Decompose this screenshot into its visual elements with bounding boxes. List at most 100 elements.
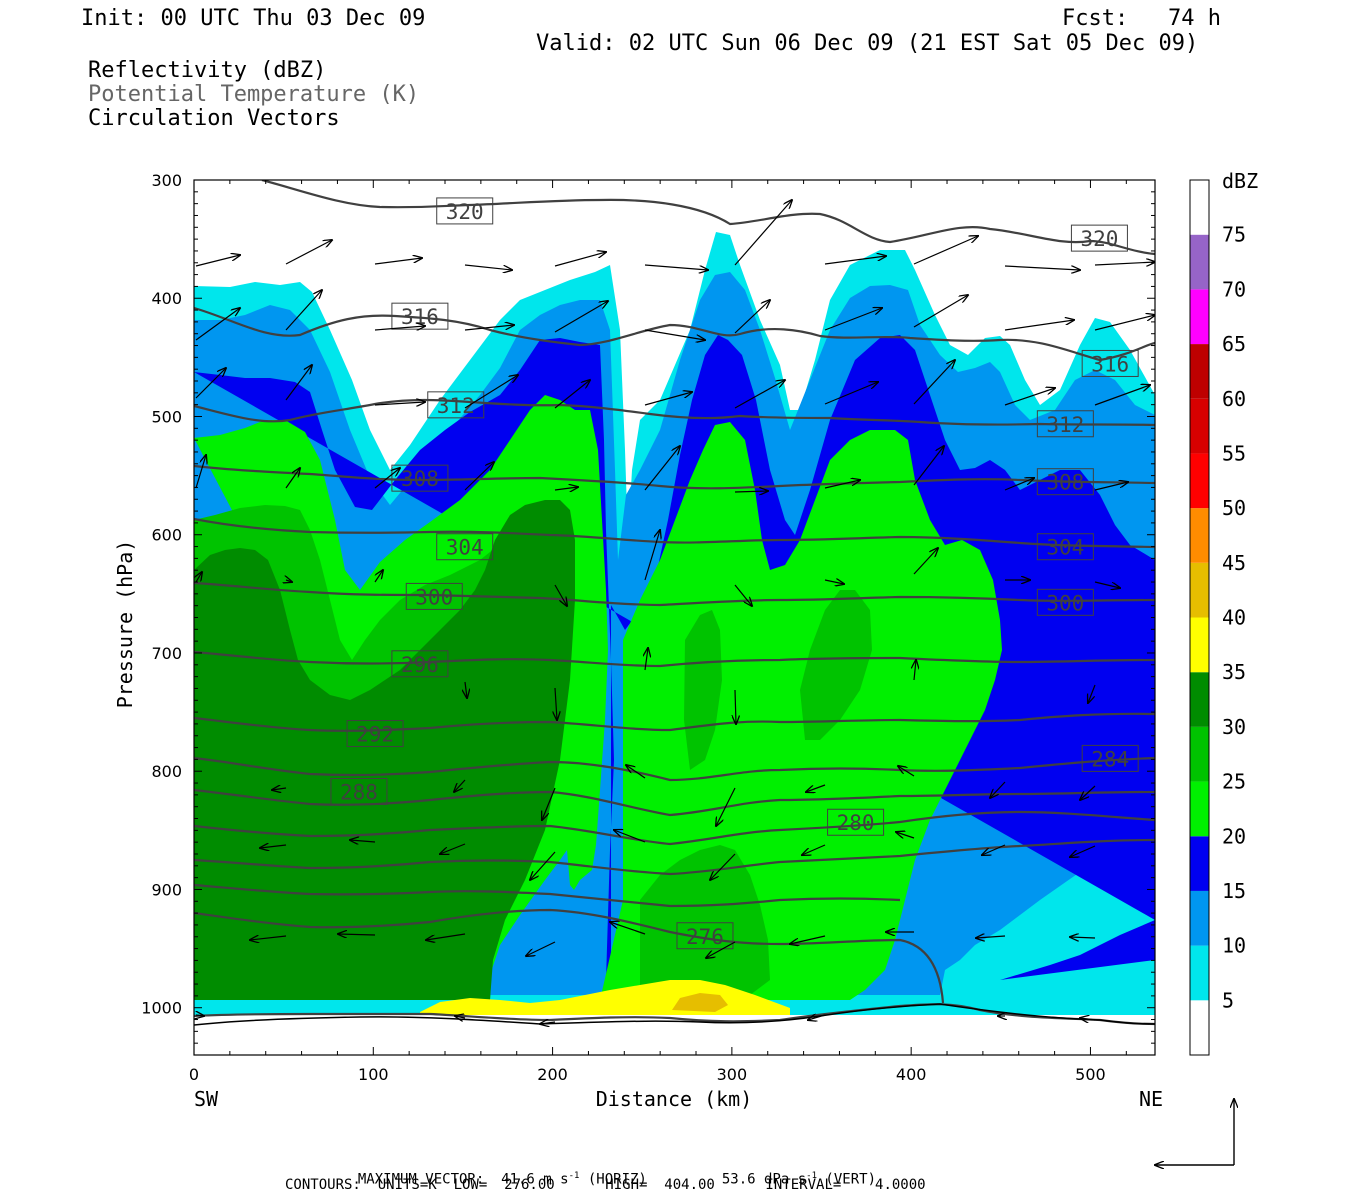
colorbar-frame bbox=[1189, 179, 1210, 1056]
terrain-line bbox=[194, 1003, 1155, 1026]
max-vector-vert: 53.6 dPa s bbox=[721, 1171, 807, 1188]
contour-label: 304 bbox=[446, 536, 484, 560]
contour-label-box bbox=[436, 197, 494, 225]
colorbar-level-label: 40 bbox=[1222, 606, 1246, 630]
max-vector-horiz: MAXIMUM VECTOR: 41.6 m s bbox=[357, 1171, 569, 1188]
x-tick-label: 200 bbox=[537, 1065, 568, 1084]
colorbar-swatch bbox=[1190, 344, 1209, 399]
x-tick-label: 500 bbox=[1075, 1065, 1106, 1084]
contour-label-box bbox=[1036, 468, 1094, 496]
forecast-hour: Fcst: 74 h bbox=[1062, 6, 1221, 31]
colorbar-swatch bbox=[1190, 672, 1209, 727]
colorbar: 5 10 15 20 25 30 35 40 45 50 55 60 65 70 75 bbox=[1189, 179, 1246, 1056]
colorbar-swatch bbox=[1190, 781, 1209, 837]
y-tick-label: 300 bbox=[151, 171, 182, 190]
contour-label: 284 bbox=[1091, 747, 1129, 771]
contour-label: 300 bbox=[1046, 591, 1084, 615]
max-vector-vert-tag: (VERT) bbox=[817, 1171, 877, 1188]
contour-label-box bbox=[330, 778, 388, 805]
colorbar-swatch bbox=[1190, 562, 1209, 618]
contour-label: 320 bbox=[1080, 227, 1118, 251]
contour-label: 276 bbox=[686, 925, 724, 949]
unit-exponent-2: -1 bbox=[806, 1171, 817, 1181]
refl-30-region bbox=[194, 500, 575, 1000]
colorbar-swatch bbox=[1190, 617, 1209, 673]
colorbar-level-label: 5 bbox=[1222, 988, 1234, 1012]
x-tick-label: 0 bbox=[189, 1065, 199, 1084]
theta-contours bbox=[194, 180, 1155, 1026]
contour-label-box bbox=[1036, 533, 1094, 561]
x-axis-label: Distance (km) bbox=[596, 1087, 753, 1111]
colorbar-title: dBZ bbox=[1222, 169, 1258, 193]
contour-label-box bbox=[405, 582, 463, 610]
colorbar-swatch bbox=[1190, 453, 1209, 509]
contour-label-box bbox=[1081, 744, 1139, 772]
colorbar-swatch bbox=[1190, 180, 1209, 235]
contour-label-box bbox=[1081, 349, 1139, 377]
contour-label: 296 bbox=[401, 653, 439, 677]
contour-label: 316 bbox=[401, 305, 439, 329]
colorbar-swatch bbox=[1190, 1000, 1209, 1055]
contour-label: 288 bbox=[340, 781, 378, 805]
contour-label-box bbox=[391, 650, 449, 678]
colorbar-level-label: 45 bbox=[1222, 551, 1246, 575]
colorbar-level-label: 65 bbox=[1222, 332, 1246, 356]
reflectivity-field bbox=[194, 180, 1155, 1055]
field-theta: Potential Temperature (K) bbox=[88, 82, 420, 107]
valid-time: Valid: 02 UTC Sun 06 Dec 09 (21 EST Sat … bbox=[536, 31, 1199, 56]
colorbar-swatch bbox=[1190, 289, 1209, 345]
y-tick-label: 400 bbox=[151, 289, 182, 308]
colorbar-swatch bbox=[1190, 234, 1209, 290]
contour-label-box bbox=[436, 533, 494, 561]
contour-label-box bbox=[1070, 224, 1128, 252]
contour-label-box bbox=[427, 391, 485, 419]
contour-label-box bbox=[346, 720, 404, 748]
contour-label: 320 bbox=[446, 200, 484, 224]
contour-label-box bbox=[676, 922, 734, 950]
colorbar-swatch bbox=[1190, 890, 1209, 946]
max-vector-note: MAXIMUM VECTOR: 41.6 m s-1 (HORIZ) 53.6 d… bbox=[341, 1158, 876, 1187]
reference-vector bbox=[1155, 1099, 1234, 1165]
contour-label: 316 bbox=[1091, 352, 1129, 376]
colorbar-level-label: 70 bbox=[1222, 277, 1246, 301]
field-reflectivity: Reflectivity (dBZ) bbox=[88, 58, 327, 83]
contour-label: 292 bbox=[356, 723, 394, 747]
y-axis-label: Pressure (hPa) bbox=[113, 540, 137, 709]
colorbar-level-label: 35 bbox=[1222, 660, 1246, 684]
y-tick-label: 800 bbox=[151, 762, 182, 781]
x-tick-label: 400 bbox=[896, 1065, 927, 1084]
colorbar-level-label: 60 bbox=[1222, 387, 1246, 411]
x-tick-label: 100 bbox=[358, 1065, 389, 1084]
contour-label-box bbox=[827, 808, 885, 836]
max-vector-horiz-tag: (HORIZ) bbox=[579, 1171, 647, 1188]
contour-label-box bbox=[1036, 588, 1094, 616]
contour-label: 308 bbox=[1046, 471, 1084, 495]
contour-label-box bbox=[391, 464, 449, 492]
contour-label: 312 bbox=[1046, 413, 1084, 437]
refl-40-region bbox=[672, 993, 728, 1012]
x-axis: 0 100 200 300 400 500 bbox=[189, 180, 1127, 1084]
colorbar-level-label: 55 bbox=[1222, 441, 1246, 465]
colorbar-level-label: 30 bbox=[1222, 715, 1246, 739]
y-tick-label: 1000 bbox=[141, 999, 182, 1018]
colorbar-swatch bbox=[1190, 836, 1209, 891]
unit-exponent-1: -1 bbox=[568, 1171, 580, 1181]
x-tick-label: 300 bbox=[717, 1065, 748, 1084]
colorbar-swatch bbox=[1190, 508, 1209, 563]
field-vectors: Circulation Vectors bbox=[88, 106, 340, 131]
y-tick-label: 700 bbox=[151, 644, 182, 663]
y-tick-label: 900 bbox=[151, 880, 182, 899]
colorbar-level-label: 25 bbox=[1222, 770, 1246, 794]
colorbar-level-label: 50 bbox=[1222, 496, 1246, 520]
contour-label: 280 bbox=[837, 811, 875, 835]
contour-label-box bbox=[1036, 410, 1094, 438]
x-right-direction: NE bbox=[1139, 1087, 1163, 1111]
colorbar-level-label: 15 bbox=[1222, 879, 1246, 903]
colorbar-swatch bbox=[1190, 726, 1209, 782]
colorbar-level-label: 10 bbox=[1222, 934, 1246, 958]
colorbar-level-label: 75 bbox=[1222, 223, 1246, 247]
colorbar-swatch bbox=[1190, 945, 1209, 1001]
contour-label: 304 bbox=[1046, 536, 1084, 560]
